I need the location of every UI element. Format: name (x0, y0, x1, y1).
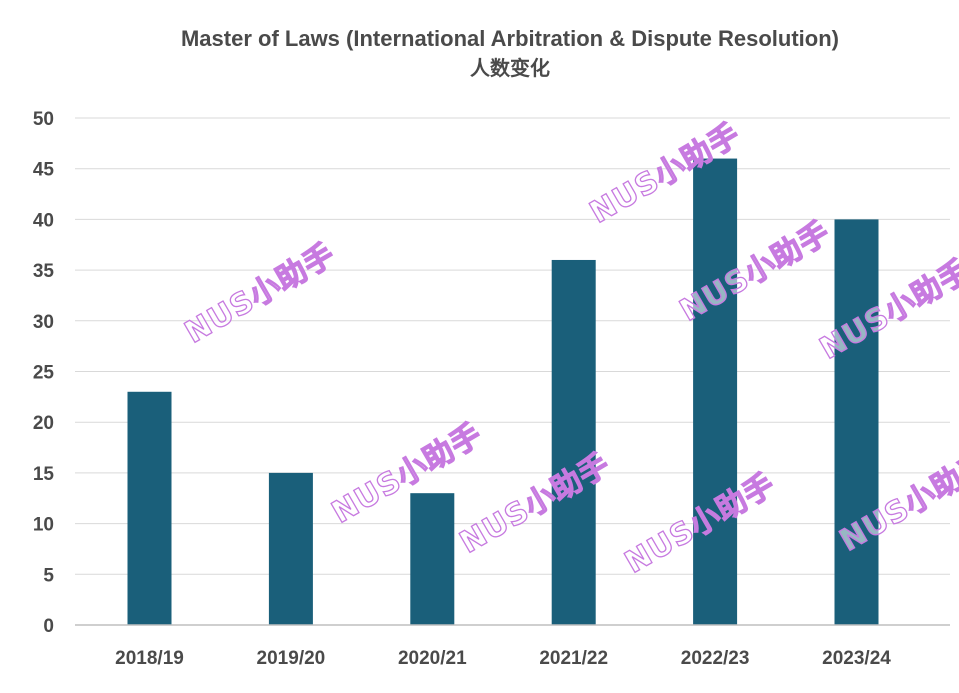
y-tick-label: 30 (33, 312, 54, 333)
watermark-text: NUS小助手 (179, 237, 341, 351)
y-tick-label: 45 (33, 160, 55, 181)
bar-2019-20 (268, 472, 313, 625)
axes: 0 5 10 15 20 25 30 35 40 45 50 2018/19 2019/20 2020/2… (33, 109, 950, 669)
bars (127, 158, 879, 625)
chart-title: Master of Laws (International Arbitratio… (180, 26, 839, 51)
x-tick-label: 2023/24 (822, 648, 891, 669)
y-tick-label: 25 (33, 363, 55, 384)
y-tick-label: 0 (43, 616, 54, 637)
x-tick-label: 2020/21 (398, 648, 467, 669)
chart-title-block: Master of Laws (International Arbitratio… (0, 24, 959, 82)
x-tick-label: 2019/20 (257, 648, 326, 669)
watermark-text: NUS小助手 (326, 417, 488, 531)
bar-2018-19 (127, 391, 172, 625)
x-tick-label: 2022/23 (681, 648, 750, 669)
y-tick-label: 50 (33, 109, 54, 130)
x-tick-label: 2018/19 (115, 648, 184, 669)
x-tick-label: 2021/22 (539, 648, 608, 669)
bar-2022-23 (693, 158, 738, 625)
y-tick-label: 40 (33, 210, 54, 231)
bar-2021-22 (551, 259, 596, 625)
chart-subtitle: 人数变化 (470, 56, 550, 80)
y-tick-label: 35 (33, 261, 55, 282)
bar-2023-24 (834, 219, 879, 625)
y-tick-label: 15 (33, 464, 55, 485)
gridlines (75, 117, 950, 575)
bar-2020-21 (410, 493, 455, 625)
y-tick-label: 20 (33, 413, 54, 434)
y-tick-label: 10 (33, 515, 54, 536)
y-tick-label: 5 (43, 565, 54, 586)
